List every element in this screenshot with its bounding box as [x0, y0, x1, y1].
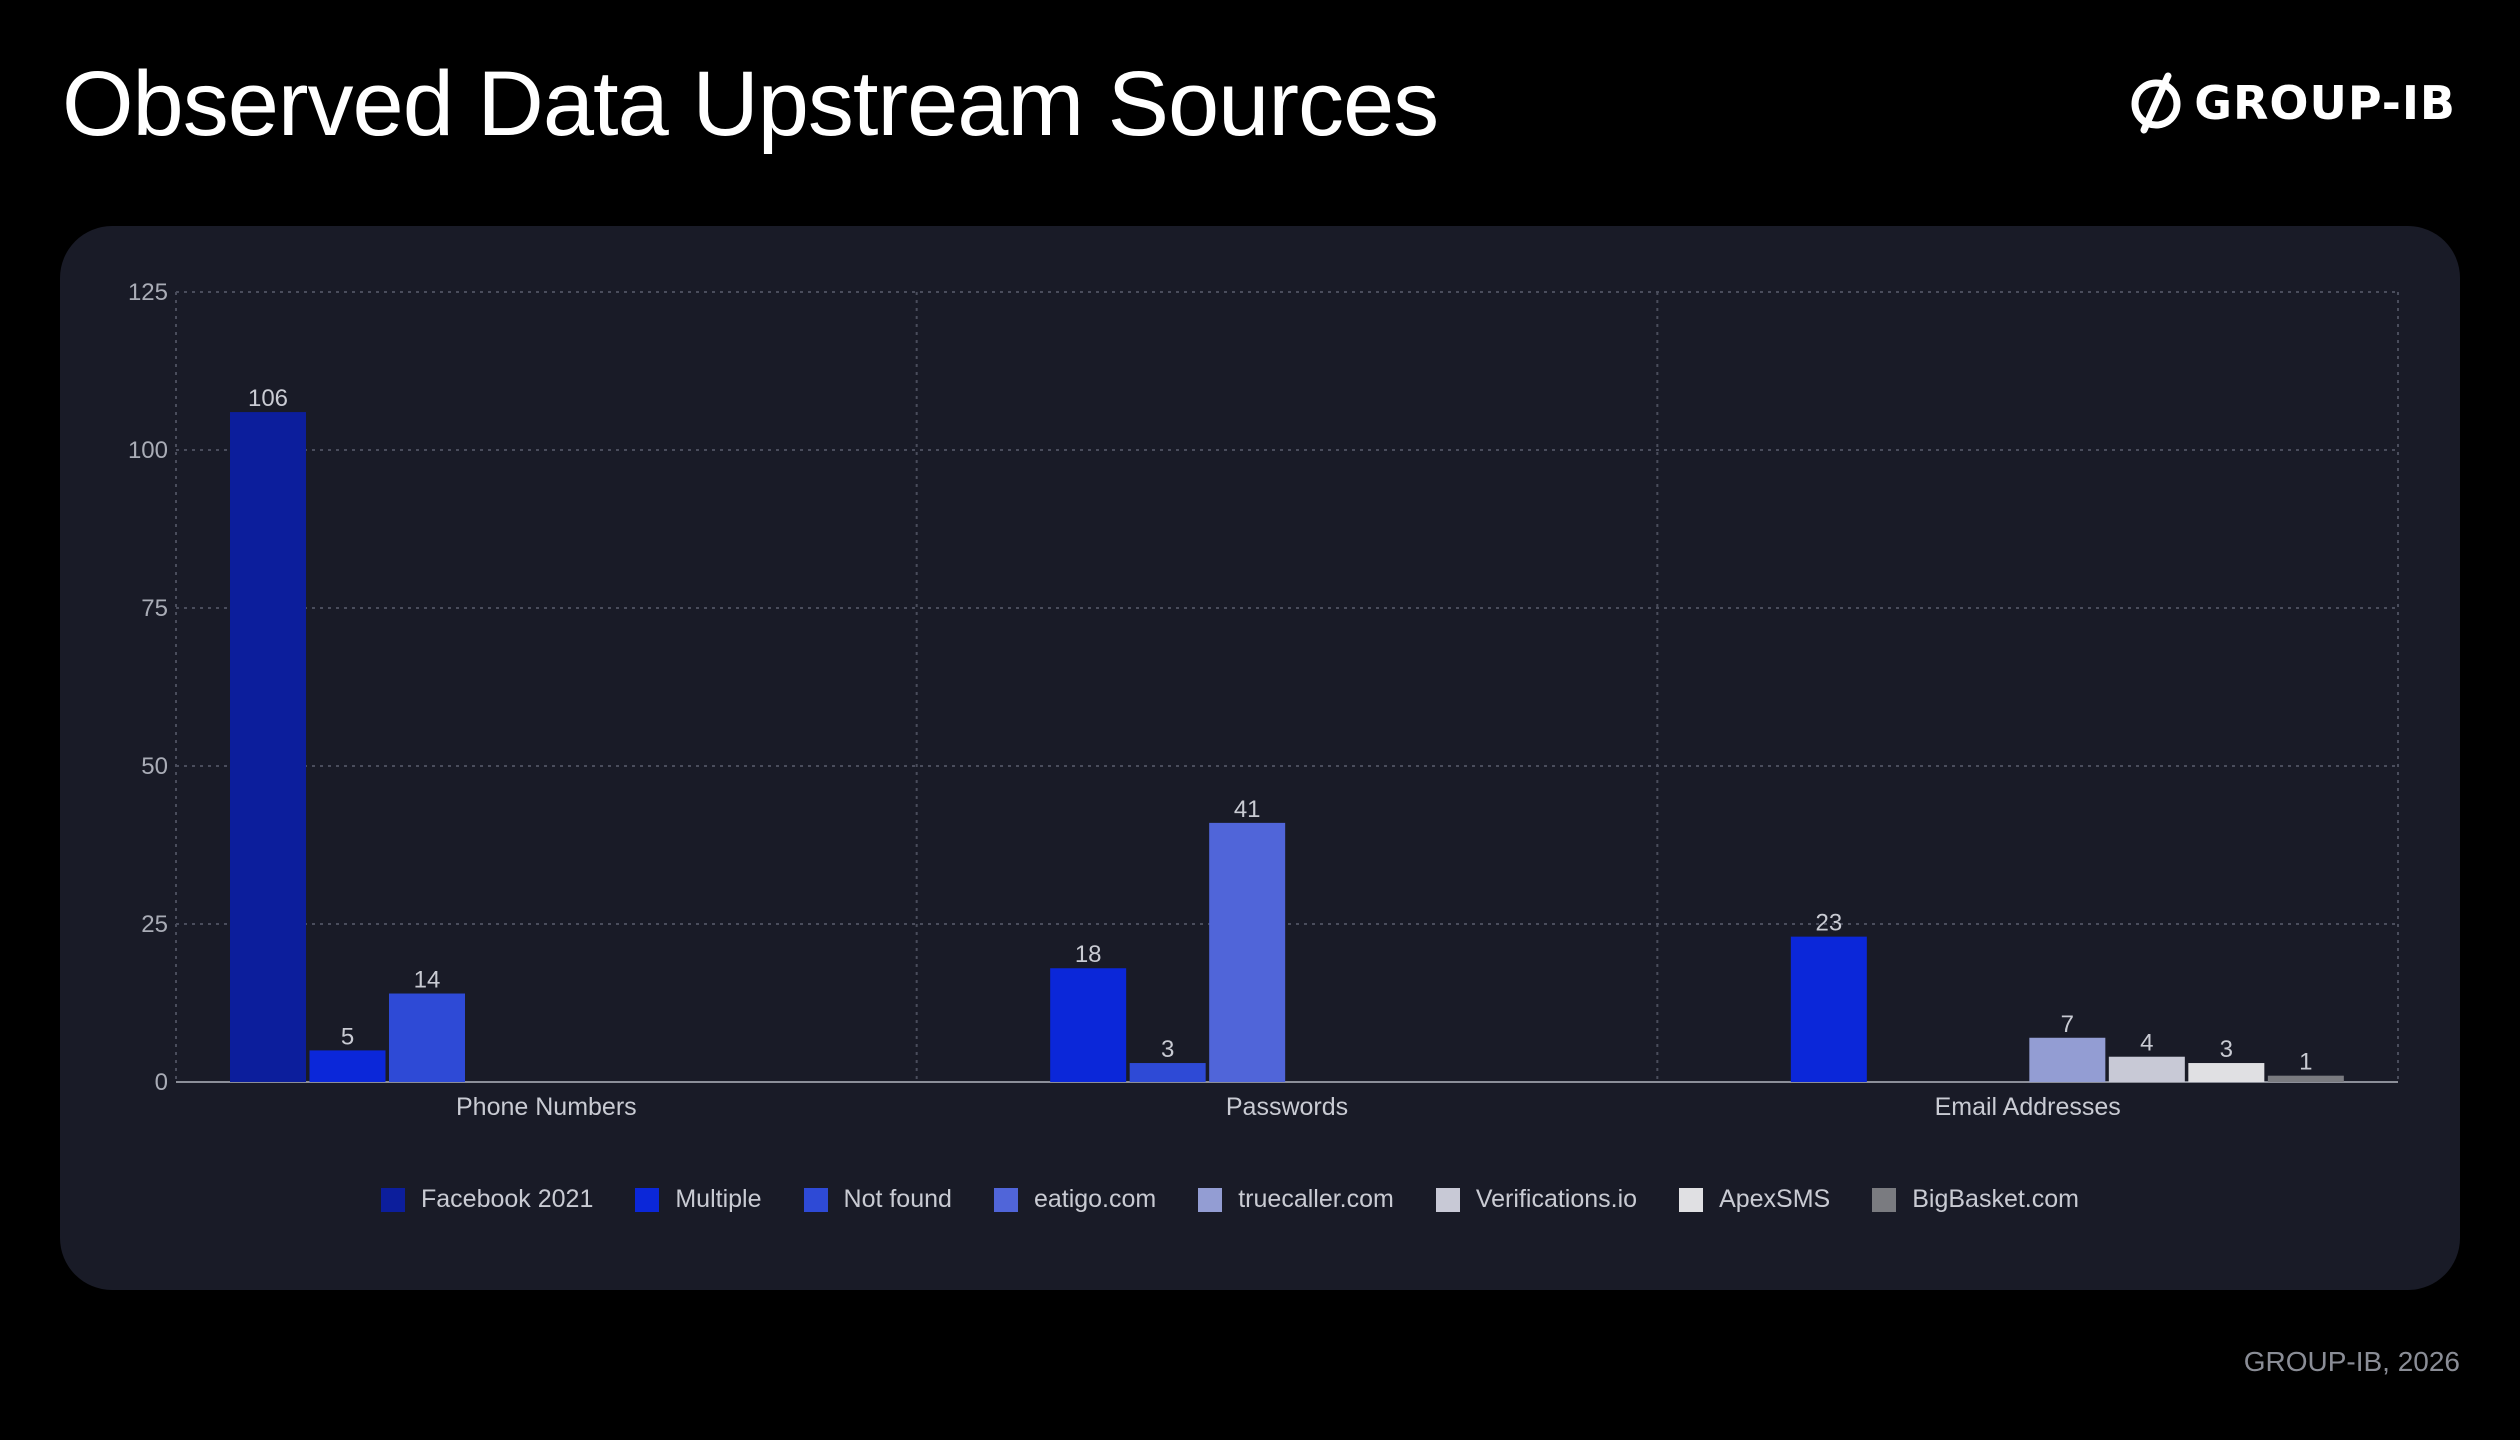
footer-credit: GROUP-IB, 2026: [2243, 1346, 2460, 1377]
bar: [1050, 968, 1127, 1082]
bar: [2029, 1037, 2106, 1082]
x-tick-label: Passwords: [1226, 1093, 1348, 1121]
legend-label: BigBasket.com: [1912, 1185, 2079, 1213]
data-label: 3: [1161, 1036, 1174, 1063]
data-labels: 106 5 18 23 14 3 41 7 4 3 1: [248, 385, 2313, 1076]
data-label: 3: [2220, 1036, 2233, 1063]
data-label: 7: [2061, 1011, 2074, 1038]
legend-label: ApexSMS: [1719, 1185, 1831, 1213]
x-axis-labels: Phone Numbers Passwords Email Addresses: [456, 1093, 2121, 1121]
y-tick-label: 75: [141, 595, 168, 622]
legend-item: truecaller.com: [1198, 1185, 1394, 1214]
legend-item: Facebook 2021: [381, 1185, 593, 1214]
chart-bars: [230, 412, 2344, 1083]
legend-item: BigBasket.com: [1872, 1185, 2079, 1214]
legend-swatch: [993, 1187, 1018, 1212]
brand-name: GROUP-IB: [2194, 76, 2456, 130]
legend-swatch: [1198, 1187, 1223, 1212]
bar-chart: 0 25 50 75 100 125 106 5 18 23 14 3 41 7 4 3 1 Phone Nu…: [128, 279, 2399, 1121]
data-label: 106: [248, 385, 288, 412]
x-tick-label: Email Addresses: [1935, 1093, 2121, 1121]
data-label: 18: [1075, 941, 1102, 968]
page-title: Observed Data Upstream Sources: [62, 53, 1439, 155]
y-tick-label: 125: [128, 279, 168, 306]
y-tick-label: 50: [141, 753, 168, 780]
brand-logo: GROUP-IB: [2128, 72, 2456, 134]
legend-swatch: [1872, 1187, 1897, 1212]
legend-item: Multiple: [635, 1185, 762, 1214]
data-label: 41: [1234, 796, 1261, 823]
bar: [389, 993, 465, 1082]
legend-label: Not found: [843, 1185, 952, 1213]
bar: [2188, 1063, 2265, 1082]
x-tick-label: Phone Numbers: [456, 1093, 637, 1121]
data-label: 5: [341, 1023, 354, 1050]
legend-item: ApexSMS: [1679, 1185, 1830, 1214]
chart-grid: [175, 291, 2399, 1083]
legend-label: Verifications.io: [1475, 1185, 1638, 1213]
data-label: 4: [2140, 1030, 2153, 1057]
legend-swatch: [1679, 1187, 1704, 1212]
legend-swatch: [635, 1187, 660, 1212]
chart-legend: Facebook 2021 Multiple Not found eatigo.com…: [0, 1185, 2490, 1214]
legend-label: truecaller.com: [1238, 1185, 1394, 1213]
bar: [230, 412, 306, 1083]
y-tick-label: 100: [128, 437, 168, 464]
legend-label: Multiple: [675, 1185, 762, 1213]
legend-item: eatigo.com: [993, 1185, 1157, 1214]
y-tick-label: 25: [141, 911, 168, 938]
bar: [1209, 822, 1286, 1082]
slashed-circle-logo-icon: [2131, 72, 2181, 134]
y-tick-label: 0: [155, 1069, 168, 1096]
y-axis-ticks: 0 25 50 75 100 125: [128, 279, 168, 1096]
bar: [1790, 936, 1867, 1082]
legend-swatch: [803, 1187, 828, 1212]
chart-panel: [60, 226, 2460, 1290]
bar: [1129, 1063, 1206, 1082]
data-label: 1: [2299, 1049, 2312, 1076]
legend-swatch: [1435, 1187, 1460, 1212]
legend-item: Not found: [803, 1185, 952, 1214]
legend-label: eatigo.com: [1033, 1185, 1157, 1213]
legend-item: Verifications.io: [1435, 1185, 1638, 1214]
legend-label: Facebook 2021: [421, 1185, 594, 1213]
bar: [309, 1050, 386, 1082]
legend-swatch: [381, 1187, 405, 1212]
bar: [2267, 1075, 2344, 1082]
bar: [2108, 1056, 2185, 1082]
data-label: 14: [414, 967, 441, 994]
data-label: 23: [1815, 910, 1842, 937]
